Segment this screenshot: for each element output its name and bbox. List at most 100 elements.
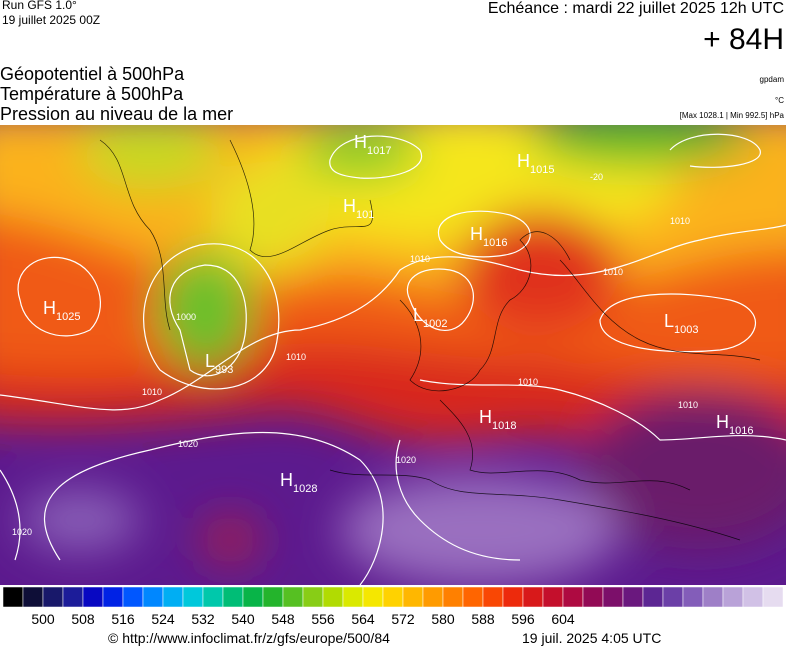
center-type: H bbox=[470, 224, 483, 244]
pressure-center: H1025 bbox=[43, 298, 80, 323]
colorbar-swatch bbox=[742, 586, 764, 608]
unit-pressure: [Max 1028.1 | Min 992.5] hPa bbox=[680, 111, 785, 120]
lead-time: + 84H bbox=[703, 23, 784, 56]
colorbar-swatch bbox=[2, 586, 24, 608]
colorbar-tick-label: 524 bbox=[151, 611, 175, 627]
center-type: H bbox=[517, 151, 530, 171]
run-date: 19 juillet 2025 00Z bbox=[2, 13, 100, 27]
isobar-label: 1010 bbox=[518, 377, 538, 387]
colorbar-tick-label: 508 bbox=[71, 611, 95, 627]
colorbar-swatch bbox=[302, 586, 324, 608]
colorbar-tick-label: 548 bbox=[271, 611, 295, 627]
center-type: L bbox=[413, 305, 423, 325]
isobar-label: -20 bbox=[590, 172, 603, 182]
isobar-label: 1010 bbox=[142, 387, 162, 397]
footer-time: 19 juil. 2025 4:05 UTC bbox=[522, 630, 661, 646]
colorbar: 500 508 516 524 532 540 548 556 564 572 580 588 596 6… bbox=[2, 586, 784, 627]
center-type: H bbox=[479, 407, 492, 427]
colorbar-tick-label: 532 bbox=[191, 611, 215, 627]
center-value: 1016 bbox=[483, 237, 507, 249]
pressure-center: H1016 bbox=[470, 224, 507, 249]
colorbar-swatch bbox=[262, 586, 284, 608]
colorbar-tick-label: 540 bbox=[231, 611, 255, 627]
colorbar-swatch bbox=[642, 586, 664, 608]
center-value: 993 bbox=[215, 364, 233, 376]
pressure-center: H1028 bbox=[280, 470, 317, 495]
colorbar-swatch bbox=[82, 586, 104, 608]
pressure-center: L1003 bbox=[664, 311, 699, 336]
colorbar-swatch bbox=[122, 586, 144, 608]
colorbar-swatch bbox=[542, 586, 564, 608]
colorbar-swatch bbox=[22, 586, 44, 608]
colorbar-swatch bbox=[622, 586, 644, 608]
center-type: H bbox=[354, 132, 367, 152]
isobar-label: 1010 bbox=[678, 400, 698, 410]
center-type: H bbox=[43, 298, 56, 318]
colorbar-tick-label: 604 bbox=[551, 611, 575, 627]
isobar-label: 1000 bbox=[176, 312, 196, 322]
colorbar-tick-label: 516 bbox=[111, 611, 135, 627]
title-temperature: Température à 500hPa bbox=[0, 84, 184, 104]
center-type: L bbox=[664, 311, 674, 331]
colorbar-swatch bbox=[582, 586, 604, 608]
isobar-labels: 1010 1010 1010 1010 1000 1010 1020 1020 1020 1010… bbox=[12, 172, 698, 537]
colorbar-swatch bbox=[442, 586, 464, 608]
colorbar-swatch bbox=[162, 586, 184, 608]
center-type: L bbox=[205, 351, 215, 371]
center-value: 1025 bbox=[56, 311, 80, 323]
colorbar-swatch bbox=[402, 586, 424, 608]
colorbar-swatch bbox=[522, 586, 544, 608]
title-pressure: Pression au niveau de la mer bbox=[0, 104, 233, 124]
map-field bbox=[0, 125, 786, 585]
colorbar-swatch bbox=[62, 586, 84, 608]
center-value: 101 bbox=[356, 209, 374, 221]
title-geopotential: Géopotentiel à 500hPa bbox=[0, 64, 185, 84]
colorbar-swatch bbox=[182, 586, 204, 608]
center-type: H bbox=[716, 412, 729, 432]
pressure-center: L1002 bbox=[413, 305, 448, 330]
colorbar-swatch bbox=[322, 586, 344, 608]
isobar-label: 1010 bbox=[410, 254, 430, 264]
colorbar-swatch bbox=[282, 586, 304, 608]
center-type: H bbox=[280, 470, 293, 490]
center-value: 1017 bbox=[367, 145, 391, 157]
colorbar-swatch bbox=[102, 586, 124, 608]
isobar-label: 1010 bbox=[286, 352, 306, 362]
colorbar-swatch bbox=[382, 586, 404, 608]
colorbar-swatch bbox=[722, 586, 744, 608]
colorbar-swatch bbox=[422, 586, 444, 608]
colorbar-swatch bbox=[662, 586, 684, 608]
colorbar-swatch bbox=[462, 586, 484, 608]
center-value: 1018 bbox=[492, 420, 516, 432]
center-value: 1028 bbox=[293, 483, 317, 495]
unit-gpdam: gpdam bbox=[760, 75, 785, 84]
colorbar-tick-label: 564 bbox=[351, 611, 375, 627]
isobar-label: 1020 bbox=[396, 455, 416, 465]
pressure-center: L993 bbox=[205, 351, 233, 376]
center-value: 1003 bbox=[674, 324, 698, 336]
run-label: Run GFS 1.0° bbox=[2, 0, 77, 12]
pressure-center: H1016 bbox=[716, 412, 753, 437]
center-value: 1016 bbox=[729, 425, 753, 437]
pressure-center: H101 bbox=[343, 196, 374, 221]
echeance: Echéance : mardi 22 juillet 2025 12h UTC bbox=[488, 0, 784, 17]
colorbar-swatch bbox=[202, 586, 224, 608]
center-type: H bbox=[343, 196, 356, 216]
center-value: 1002 bbox=[423, 318, 447, 330]
colorbar-swatch bbox=[502, 586, 524, 608]
colorbar-swatch bbox=[602, 586, 624, 608]
colorbar-swatch bbox=[762, 586, 784, 608]
pressure-center: H1018 bbox=[479, 407, 516, 432]
colorbar-swatch bbox=[682, 586, 704, 608]
colorbar-tick-label: 500 bbox=[31, 611, 55, 627]
colorbar-swatch bbox=[342, 586, 364, 608]
pressure-center: H1017 bbox=[354, 132, 391, 157]
footer-url: © http://www.infoclimat.fr/z/gfs/europe/… bbox=[108, 630, 390, 646]
isobar-label: 1010 bbox=[603, 267, 623, 277]
colorbar-swatch bbox=[42, 586, 64, 608]
colorbar-swatch bbox=[362, 586, 384, 608]
unit-celsius: °C bbox=[775, 96, 784, 105]
colorbar-swatch bbox=[562, 586, 584, 608]
